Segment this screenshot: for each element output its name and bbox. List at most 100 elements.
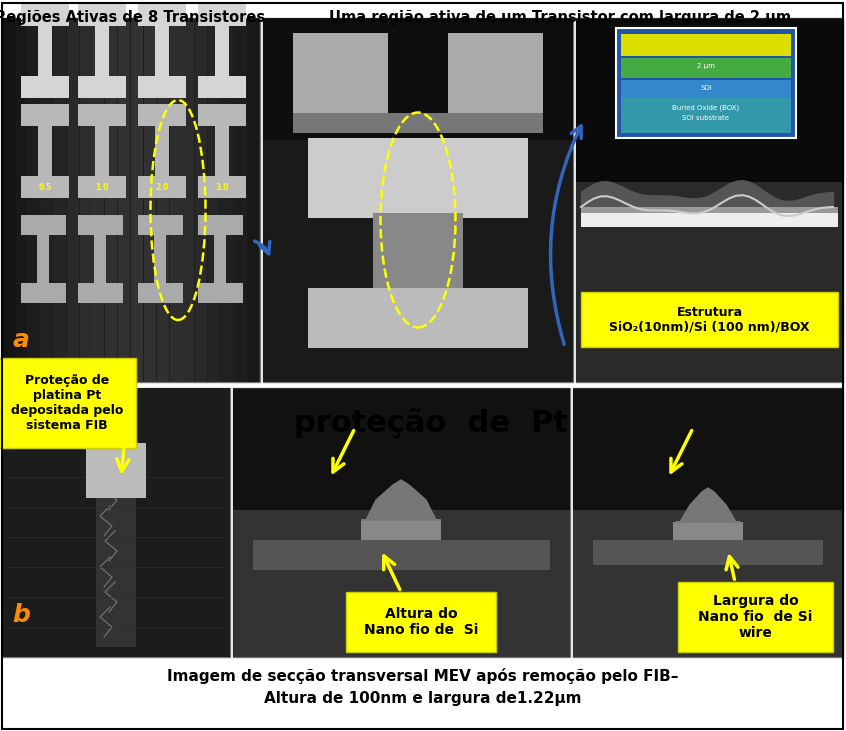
- Bar: [78, 176, 126, 198]
- Bar: [581, 207, 838, 213]
- Bar: [138, 4, 186, 26]
- Bar: [198, 176, 246, 198]
- Bar: [221, 18, 233, 382]
- Bar: [263, 18, 573, 382]
- Text: Imagem de secção transversal MEV após remoção pelo FIB–: Imagem de secção transversal MEV após re…: [168, 668, 678, 684]
- Bar: [154, 235, 166, 283]
- Bar: [138, 76, 186, 98]
- Bar: [78, 4, 126, 26]
- Text: Regiões Ativas de 8 Transistores: Regiões Ativas de 8 Transistores: [0, 10, 265, 25]
- Text: Buried Oxide (BOX): Buried Oxide (BOX): [673, 105, 739, 111]
- Bar: [182, 18, 194, 382]
- Bar: [3, 18, 260, 382]
- Bar: [86, 443, 146, 498]
- Bar: [95, 126, 109, 176]
- Bar: [21, 283, 66, 303]
- Text: Largura do
Nano fio  de Si
wire: Largura do Nano fio de Si wire: [698, 594, 813, 640]
- Bar: [576, 18, 843, 382]
- Text: SOI: SOI: [700, 85, 711, 91]
- Polygon shape: [361, 480, 441, 520]
- Bar: [118, 18, 130, 382]
- Bar: [621, 98, 791, 133]
- Text: b: b: [12, 603, 30, 627]
- Bar: [198, 4, 246, 26]
- Bar: [581, 292, 838, 347]
- Bar: [573, 389, 843, 510]
- Bar: [576, 18, 843, 382]
- Bar: [621, 34, 791, 56]
- Bar: [308, 138, 528, 218]
- Bar: [621, 58, 791, 78]
- Bar: [38, 126, 52, 176]
- Bar: [214, 235, 226, 283]
- Bar: [0, 358, 136, 448]
- Polygon shape: [676, 488, 740, 522]
- Bar: [616, 28, 796, 138]
- Bar: [38, 26, 52, 76]
- Bar: [155, 26, 169, 76]
- Bar: [138, 283, 183, 303]
- Text: 2.0: 2.0: [156, 183, 168, 192]
- Bar: [3, 388, 230, 657]
- Bar: [95, 26, 109, 76]
- Text: 0.5: 0.5: [38, 183, 52, 192]
- Bar: [215, 126, 229, 176]
- Bar: [155, 126, 169, 176]
- Bar: [621, 80, 791, 100]
- Bar: [198, 104, 246, 126]
- Bar: [234, 18, 246, 382]
- Bar: [21, 176, 69, 198]
- Text: Estrutura
SiO₂(10nm)/Si (100 nm)/BOX: Estrutura SiO₂(10nm)/Si (100 nm)/BOX: [609, 306, 810, 333]
- Bar: [3, 388, 230, 657]
- Bar: [94, 235, 106, 283]
- Bar: [208, 18, 220, 382]
- Bar: [253, 540, 550, 570]
- Bar: [15, 18, 27, 382]
- Bar: [3, 18, 260, 382]
- Bar: [67, 18, 79, 382]
- Bar: [80, 18, 92, 382]
- Bar: [308, 288, 528, 348]
- Bar: [361, 520, 441, 540]
- Bar: [198, 215, 243, 235]
- Bar: [41, 18, 53, 382]
- Bar: [581, 213, 838, 227]
- Bar: [573, 388, 843, 657]
- Bar: [293, 33, 388, 113]
- Bar: [195, 18, 207, 382]
- Bar: [247, 18, 259, 382]
- Bar: [21, 104, 69, 126]
- Bar: [576, 19, 843, 182]
- Bar: [96, 398, 136, 647]
- Bar: [678, 582, 833, 652]
- Bar: [215, 26, 229, 76]
- Bar: [346, 592, 496, 652]
- Bar: [101, 403, 131, 443]
- Bar: [198, 76, 246, 98]
- Bar: [78, 283, 123, 303]
- Bar: [144, 18, 156, 382]
- Bar: [28, 18, 40, 382]
- Bar: [138, 176, 186, 198]
- Text: Proteção de
platina Pt
depositada pelo
sistema FIB: Proteção de platina Pt depositada pelo s…: [11, 374, 124, 432]
- Bar: [198, 283, 243, 303]
- Text: SOI substrate: SOI substrate: [683, 115, 729, 121]
- Bar: [131, 18, 143, 382]
- Text: Altura de 100nm e largura de1.22μm: Altura de 100nm e largura de1.22μm: [264, 691, 582, 705]
- Bar: [233, 388, 570, 657]
- Bar: [573, 388, 843, 657]
- Bar: [448, 33, 543, 113]
- Bar: [170, 18, 182, 382]
- Bar: [157, 18, 169, 382]
- Text: Uma região ativa de um Transistor com largura de 2 μm: Uma região ativa de um Transistor com la…: [329, 10, 791, 25]
- Text: 1.0: 1.0: [96, 183, 108, 192]
- Bar: [78, 104, 126, 126]
- Text: a: a: [13, 328, 30, 352]
- Bar: [593, 540, 823, 565]
- Bar: [233, 389, 570, 510]
- Bar: [373, 213, 463, 288]
- Text: 2 µm: 2 µm: [697, 63, 715, 69]
- Bar: [92, 18, 104, 382]
- Bar: [138, 215, 183, 235]
- Bar: [78, 76, 126, 98]
